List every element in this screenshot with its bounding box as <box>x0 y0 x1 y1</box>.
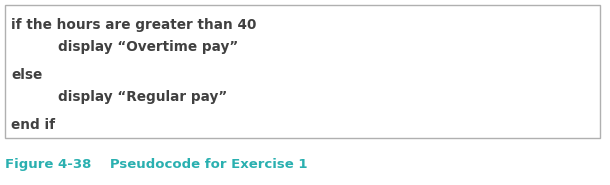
Text: if the hours are greater than 40: if the hours are greater than 40 <box>11 18 256 32</box>
Text: Figure 4-38    Pseudocode for Exercise 1: Figure 4-38 Pseudocode for Exercise 1 <box>5 158 307 171</box>
Text: display “Regular pay”: display “Regular pay” <box>58 90 227 104</box>
Text: display “Overtime pay”: display “Overtime pay” <box>58 40 238 54</box>
Text: end if: end if <box>11 118 55 132</box>
Text: else: else <box>11 68 42 82</box>
Bar <box>5 5 600 138</box>
